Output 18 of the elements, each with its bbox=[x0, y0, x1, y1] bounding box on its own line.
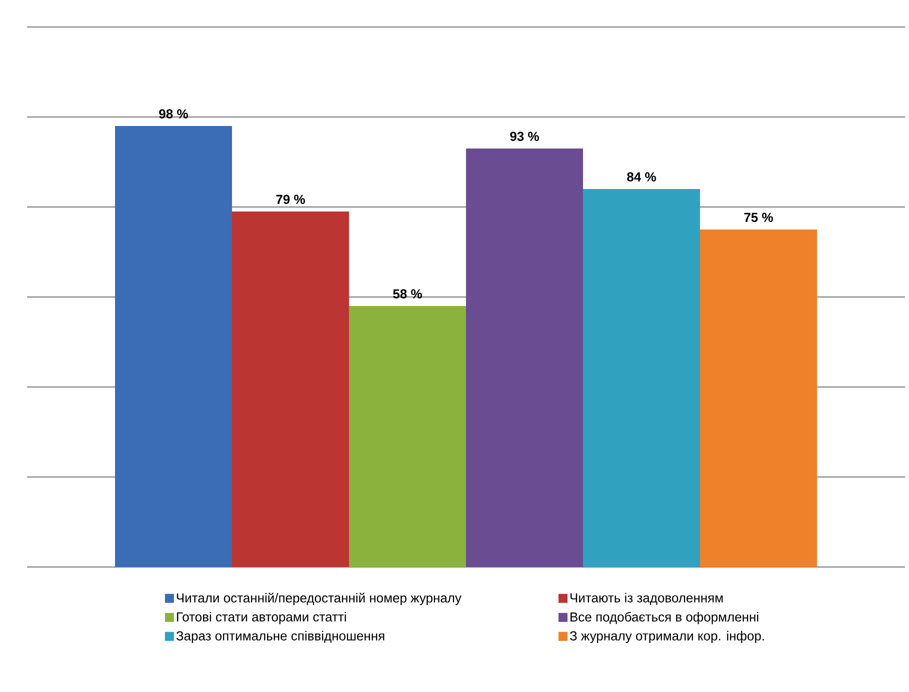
bar bbox=[115, 126, 232, 567]
bar bbox=[466, 148, 584, 567]
data-label: 93 % bbox=[510, 132, 539, 141]
data-label: 84 % bbox=[627, 172, 656, 182]
bar bbox=[700, 229, 818, 567]
data-label: 58 % bbox=[393, 289, 422, 298]
bar bbox=[232, 211, 349, 567]
data-label: 75 % bbox=[744, 212, 773, 222]
legend-label: Готові стати авторами статті bbox=[177, 612, 346, 624]
data-label: 98 % bbox=[159, 109, 188, 118]
data-label: 79 % bbox=[276, 194, 305, 204]
legend-label: З журналу отримали кор. інфор. bbox=[570, 630, 764, 644]
legend-label: Зараз оптимальне співвідношення bbox=[176, 630, 384, 644]
legend-label: Читали останній/передостанній номер журналу bbox=[176, 592, 462, 606]
legend-label: Все подобається в оформленні bbox=[570, 612, 758, 624]
bar bbox=[349, 306, 466, 567]
legend-label: Читають із задоволенням bbox=[570, 592, 723, 605]
bar bbox=[583, 188, 700, 567]
